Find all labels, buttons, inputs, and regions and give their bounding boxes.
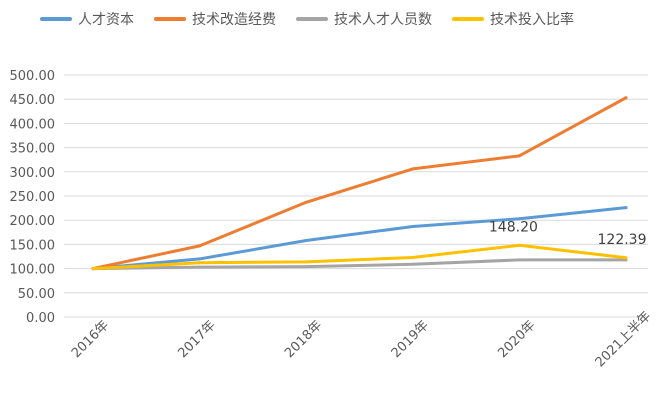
y-tick-label-400-00: 400.00 [10,117,56,132]
y-tick-label-450-00: 450.00 [10,93,56,108]
series-point-1-2 [198,257,202,261]
y-tick-label-500-00: 500.00 [10,69,56,84]
series-point-4-3 [304,260,308,264]
x-tick-label-3: 2018年 [282,318,325,361]
legend: 人才资本 技术改造经费 技术人才人员数 技术投入比率 [40,11,574,28]
series-point-4-4 [411,255,415,259]
legend-label-3: 技术人才人员数 [334,12,432,28]
x-tick-label-5: 2020年 [495,318,538,361]
series-point-3-4 [411,262,415,266]
axes: 0.00 50.00 100.00 150.00 200.00 250.00 300.00 3… [10,69,655,370]
legend-label-2: 技术改造经费 [192,12,276,28]
data-label-1: 148.20 [489,219,538,235]
data-labels: 148.20 122.39 [489,219,647,247]
y-tick-label-150-00: 150.00 [10,238,56,253]
series-point-3-2 [198,265,202,269]
series-point-1-4 [411,224,415,228]
series-point-4-6 [624,256,628,260]
y-tick-label-50-00: 50.00 [18,287,55,302]
series-point-3-5 [517,258,521,262]
series-point-2-4 [411,167,415,171]
x-tick-label-2: 2017年 [176,318,219,361]
series-line-2 [91,96,628,271]
series-point-1-6 [624,206,628,210]
y-tick-label-100-00: 100.00 [10,263,56,278]
series-point-2-2 [198,244,202,248]
data-label-2: 122.39 [598,232,647,248]
x-tick-label-4: 2019年 [389,318,432,361]
series-point-2-3 [304,200,308,204]
y-tick-label-250-00: 250.00 [10,190,56,205]
grid [64,74,648,318]
y-tick-label-200-00: 200.00 [10,214,56,229]
legend-label-4: 技术投入比率 [490,11,574,28]
series-line-1 [91,206,628,271]
x-tick-label-6: 2021上半年 [593,309,655,371]
y-tick-label-300-00: 300.00 [10,166,56,181]
series-line-4 [91,243,628,271]
x-tick-label-1: 2016年 [69,318,112,361]
series-point-2-6 [624,96,628,100]
y-tick-label-350-00: 350.00 [10,142,56,157]
y-tick-label-0-00: 0.00 [26,311,55,326]
series-point-2-5 [517,154,521,158]
series-line-3 [91,258,628,271]
series-point-1-3 [304,239,308,243]
series-lines [91,96,628,271]
series-point-1-5 [517,217,521,221]
series-point-4-2 [198,261,202,265]
legend-label-1: 人才资本 [78,12,134,28]
series-point-3-3 [304,265,308,269]
series-point-4-1 [91,267,95,271]
series-point-4-5 [517,243,521,247]
